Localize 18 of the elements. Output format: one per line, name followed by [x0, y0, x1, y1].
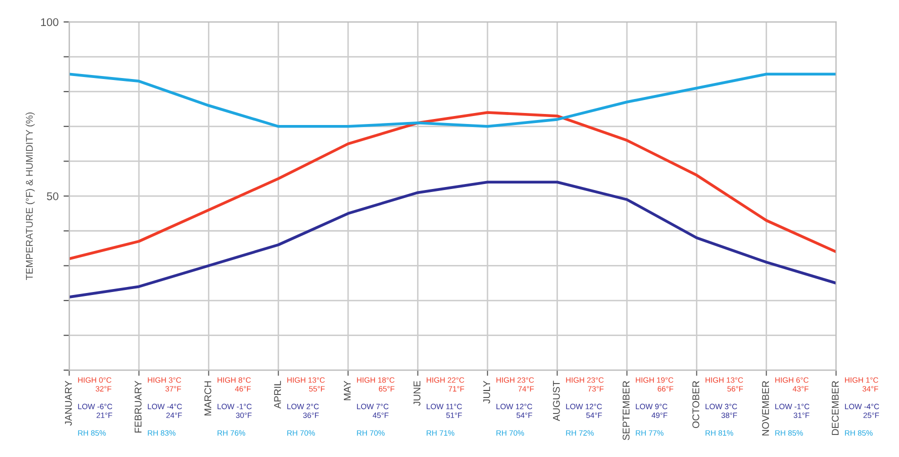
- x-tick-label: DECEMBER: [832, 381, 839, 435]
- x-tick-label: JANUARY: [65, 380, 72, 426]
- line-series: [69, 72, 836, 128]
- line-series: [69, 111, 836, 260]
- line-series: [69, 180, 836, 298]
- y-tick-label: 50: [46, 192, 58, 200]
- x-tick-label: NOVEMBER: [762, 381, 769, 436]
- y-tick-label: 100: [41, 18, 58, 26]
- x-tick-label: APRIL: [274, 380, 281, 409]
- x-tick-label: JULY: [483, 380, 490, 404]
- x-tick-label: AUGUST: [552, 380, 560, 422]
- x-tick-label: FEBRUARY: [134, 380, 142, 433]
- x-tick-label: MARCH: [204, 381, 212, 416]
- x-tick-label: MAY: [344, 380, 351, 400]
- x-tick-label: OCTOBER: [692, 381, 700, 428]
- y-axis-title: TEMPERATURE (°F) & HUMIDITY (%): [26, 112, 35, 280]
- x-tick-label: JUNE: [414, 381, 420, 406]
- x-tick-label: SEPTEMBER: [622, 381, 630, 440]
